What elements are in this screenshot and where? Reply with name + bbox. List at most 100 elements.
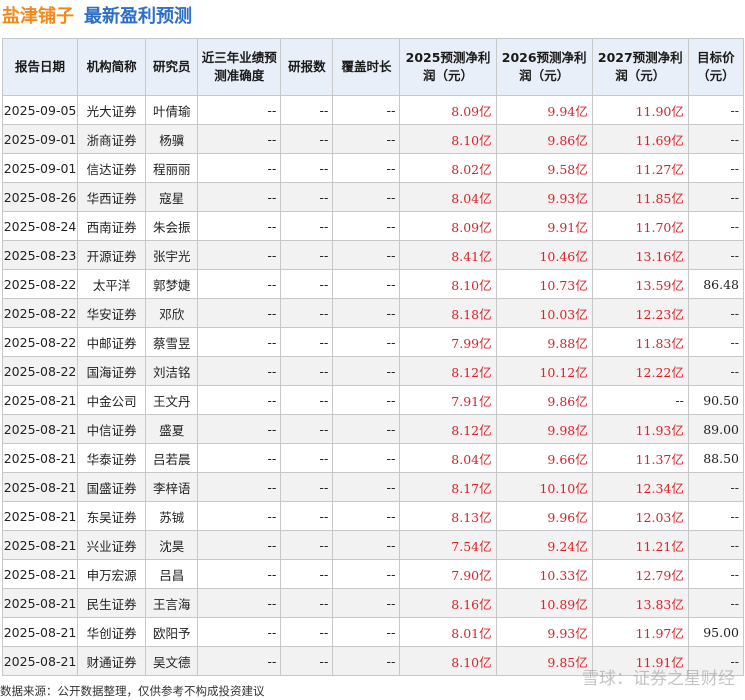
cell-coverage-duration: -- xyxy=(332,472,401,502)
table-row[interactable]: 2025-08-22 华安证券 邓欣 -- -- -- 8.18亿 10.03亿 12.23亿 -… xyxy=(1,298,745,328)
cell-profit-2026: 9.66亿 xyxy=(495,443,593,473)
cell-accuracy: -- xyxy=(197,646,282,676)
cell-analyst: 张宇光 xyxy=(145,240,199,270)
table-row[interactable]: 2025-08-22 太平洋 郭梦婕 -- -- -- 8.10亿 10.73亿 13.59亿 8… xyxy=(1,269,745,299)
cell-target-price: -- xyxy=(687,646,745,676)
table-row[interactable]: 2025-08-21 华创证券 欧阳予 -- -- -- 8.01亿 9.93亿 11.97亿 9… xyxy=(1,617,745,647)
header-coverage[interactable]: 覆盖时长 xyxy=(332,38,401,96)
header-profit-2027[interactable]: 2027预测净利润（元） xyxy=(591,38,689,96)
cell-institution: 太平洋 xyxy=(77,269,147,299)
cell-report-date: 2025-08-21 xyxy=(1,617,79,647)
cell-report-count: -- xyxy=(280,211,334,241)
cell-analyst: 吕昌 xyxy=(145,559,199,589)
cell-analyst: 吕若晨 xyxy=(145,443,199,473)
cell-coverage-duration: -- xyxy=(332,501,401,531)
table-row[interactable]: 2025-08-24 西南证券 朱会振 -- -- -- 8.09亿 9.91亿 11.70亿 -… xyxy=(1,211,745,241)
cell-profit-2027: 12.34亿 xyxy=(591,472,689,502)
cell-report-date: 2025-08-21 xyxy=(1,588,79,618)
cell-profit-2027: 11.70亿 xyxy=(591,211,689,241)
cell-profit-2026: 10.89亿 xyxy=(495,588,593,618)
table-row[interactable]: 2025-08-21 民生证券 王言海 -- -- -- 8.16亿 10.89亿 13.83亿… xyxy=(1,588,745,618)
cell-institution: 申万宏源 xyxy=(77,559,147,589)
table-row[interactable]: 2025-08-21 中金公司 王文丹 -- -- -- 7.91亿 9.86亿 -- 90.50 xyxy=(1,385,745,415)
cell-accuracy: -- xyxy=(197,530,282,560)
cell-coverage-duration: -- xyxy=(332,269,401,299)
cell-profit-2026: 9.93亿 xyxy=(495,182,593,212)
cell-report-count: -- xyxy=(280,269,334,299)
table-row[interactable]: 2025-08-22 国海证券 刘洁铭 -- -- -- 8.12亿 10.12亿 12.22亿… xyxy=(1,356,745,386)
cell-coverage-duration: -- xyxy=(332,240,401,270)
cell-analyst: 程丽丽 xyxy=(145,153,199,183)
table-row[interactable]: 2025-08-21 国盛证券 李梓语 -- -- -- 8.17亿 10.10亿 12.34亿… xyxy=(1,472,745,502)
cell-profit-2027: 13.16亿 xyxy=(591,240,689,270)
table-row[interactable]: 2025-08-21 华泰证券 吕若晨 -- -- -- 8.04亿 9.66亿 11.37亿 8… xyxy=(1,443,745,473)
header-org[interactable]: 机构简称 xyxy=(77,38,147,96)
cell-institution: 民生证券 xyxy=(77,588,147,618)
cell-target-price: -- xyxy=(687,472,745,502)
cell-profit-2025: 8.10亿 xyxy=(399,646,497,676)
cell-profit-2025: 8.01亿 xyxy=(399,617,497,647)
cell-analyst: 邓欣 xyxy=(145,298,199,328)
header-date[interactable]: 报告日期 xyxy=(1,38,79,96)
cell-profit-2025: 7.91亿 xyxy=(399,385,497,415)
cell-report-count: -- xyxy=(280,327,334,357)
table-row[interactable]: 2025-09-05 光大证券 叶倩瑜 -- -- -- 8.09亿 9.94亿 11.90亿 -… xyxy=(1,95,745,125)
cell-institution: 浙商证券 xyxy=(77,124,147,154)
cell-report-date: 2025-08-21 xyxy=(1,501,79,531)
header-target-price[interactable]: 目标价（元） xyxy=(687,38,745,96)
table-row[interactable]: 2025-08-21 中信证券 盛夏 -- -- -- 8.12亿 9.98亿 11.93亿 89… xyxy=(1,414,745,444)
cell-coverage-duration: -- xyxy=(332,646,401,676)
cell-target-price: -- xyxy=(687,356,745,386)
table-row[interactable]: 2025-08-22 中邮证券 蔡雪昱 -- -- -- 7.99亿 9.88亿 11.83亿 -… xyxy=(1,327,745,357)
header-accuracy[interactable]: 近三年业绩预测准确度 xyxy=(197,38,282,96)
cell-coverage-duration: -- xyxy=(332,356,401,386)
cell-coverage-duration: -- xyxy=(332,443,401,473)
cell-target-price: 90.50 xyxy=(687,385,745,415)
cell-report-date: 2025-08-22 xyxy=(1,298,79,328)
cell-profit-2027: 12.23亿 xyxy=(591,298,689,328)
table-row[interactable]: 2025-08-21 财通证券 吴文德 -- -- -- 8.10亿 9.85亿 11.91亿 -… xyxy=(1,646,745,676)
table-row[interactable]: 2025-09-01 浙商证券 杨骥 -- -- -- 8.10亿 9.86亿 11.69亿 -- xyxy=(1,124,745,154)
cell-institution: 华泰证券 xyxy=(77,443,147,473)
cell-report-count: -- xyxy=(280,240,334,270)
cell-report-date: 2025-08-21 xyxy=(1,646,79,676)
table-row[interactable]: 2025-08-26 华西证券 寇星 -- -- -- 8.04亿 9.93亿 11.85亿 -- xyxy=(1,182,745,212)
header-profit-2026[interactable]: 2026预测净利润（元） xyxy=(495,38,593,96)
cell-coverage-duration: -- xyxy=(332,182,401,212)
cell-profit-2027: 13.83亿 xyxy=(591,588,689,618)
cell-institution: 华创证券 xyxy=(77,617,147,647)
cell-institution: 东吴证券 xyxy=(77,501,147,531)
cell-profit-2027: 11.90亿 xyxy=(591,95,689,125)
cell-profit-2027: 13.59亿 xyxy=(591,269,689,299)
table-row[interactable]: 2025-08-23 开源证券 张宇光 -- -- -- 8.41亿 10.46亿 13.16亿… xyxy=(1,240,745,270)
cell-institution: 中金公司 xyxy=(77,385,147,415)
header-profit-2025[interactable]: 2025预测净利润（元） xyxy=(399,38,497,96)
table-row[interactable]: 2025-08-21 兴业证券 沈昊 -- -- -- 7.54亿 9.24亿 11.21亿 -- xyxy=(1,530,745,560)
cell-institution: 国海证券 xyxy=(77,356,147,386)
cell-profit-2027: 12.79亿 xyxy=(591,559,689,589)
cell-report-count: -- xyxy=(280,356,334,386)
table-row[interactable]: 2025-08-21 东吴证券 苏铖 -- -- -- 8.13亿 9.96亿 12.03亿 -- xyxy=(1,501,745,531)
cell-institution: 中信证券 xyxy=(77,414,147,444)
header-analyst[interactable]: 研究员 xyxy=(145,38,199,96)
cell-accuracy: -- xyxy=(197,182,282,212)
cell-analyst: 刘洁铭 xyxy=(145,356,199,386)
cell-report-date: 2025-08-21 xyxy=(1,559,79,589)
table-row[interactable]: 2025-09-01 信达证券 程丽丽 -- -- -- 8.02亿 9.58亿 11.27亿 -… xyxy=(1,153,745,183)
cell-coverage-duration: -- xyxy=(332,95,401,125)
cell-profit-2026: 9.98亿 xyxy=(495,414,593,444)
cell-report-date: 2025-08-23 xyxy=(1,240,79,270)
cell-profit-2026: 10.10亿 xyxy=(495,472,593,502)
cell-institution: 光大证券 xyxy=(77,95,147,125)
cell-accuracy: -- xyxy=(197,356,282,386)
table-row[interactable]: 2025-08-21 申万宏源 吕昌 -- -- -- 7.90亿 10.33亿 12.79亿 -… xyxy=(1,559,745,589)
cell-analyst: 沈昊 xyxy=(145,530,199,560)
cell-analyst: 盛夏 xyxy=(145,414,199,444)
cell-report-date: 2025-08-26 xyxy=(1,182,79,212)
cell-report-date: 2025-08-21 xyxy=(1,443,79,473)
cell-coverage-duration: -- xyxy=(332,414,401,444)
cell-institution: 国盛证券 xyxy=(77,472,147,502)
header-reports[interactable]: 研报数 xyxy=(280,38,334,96)
cell-profit-2025: 8.12亿 xyxy=(399,356,497,386)
cell-profit-2025: 8.09亿 xyxy=(399,211,497,241)
